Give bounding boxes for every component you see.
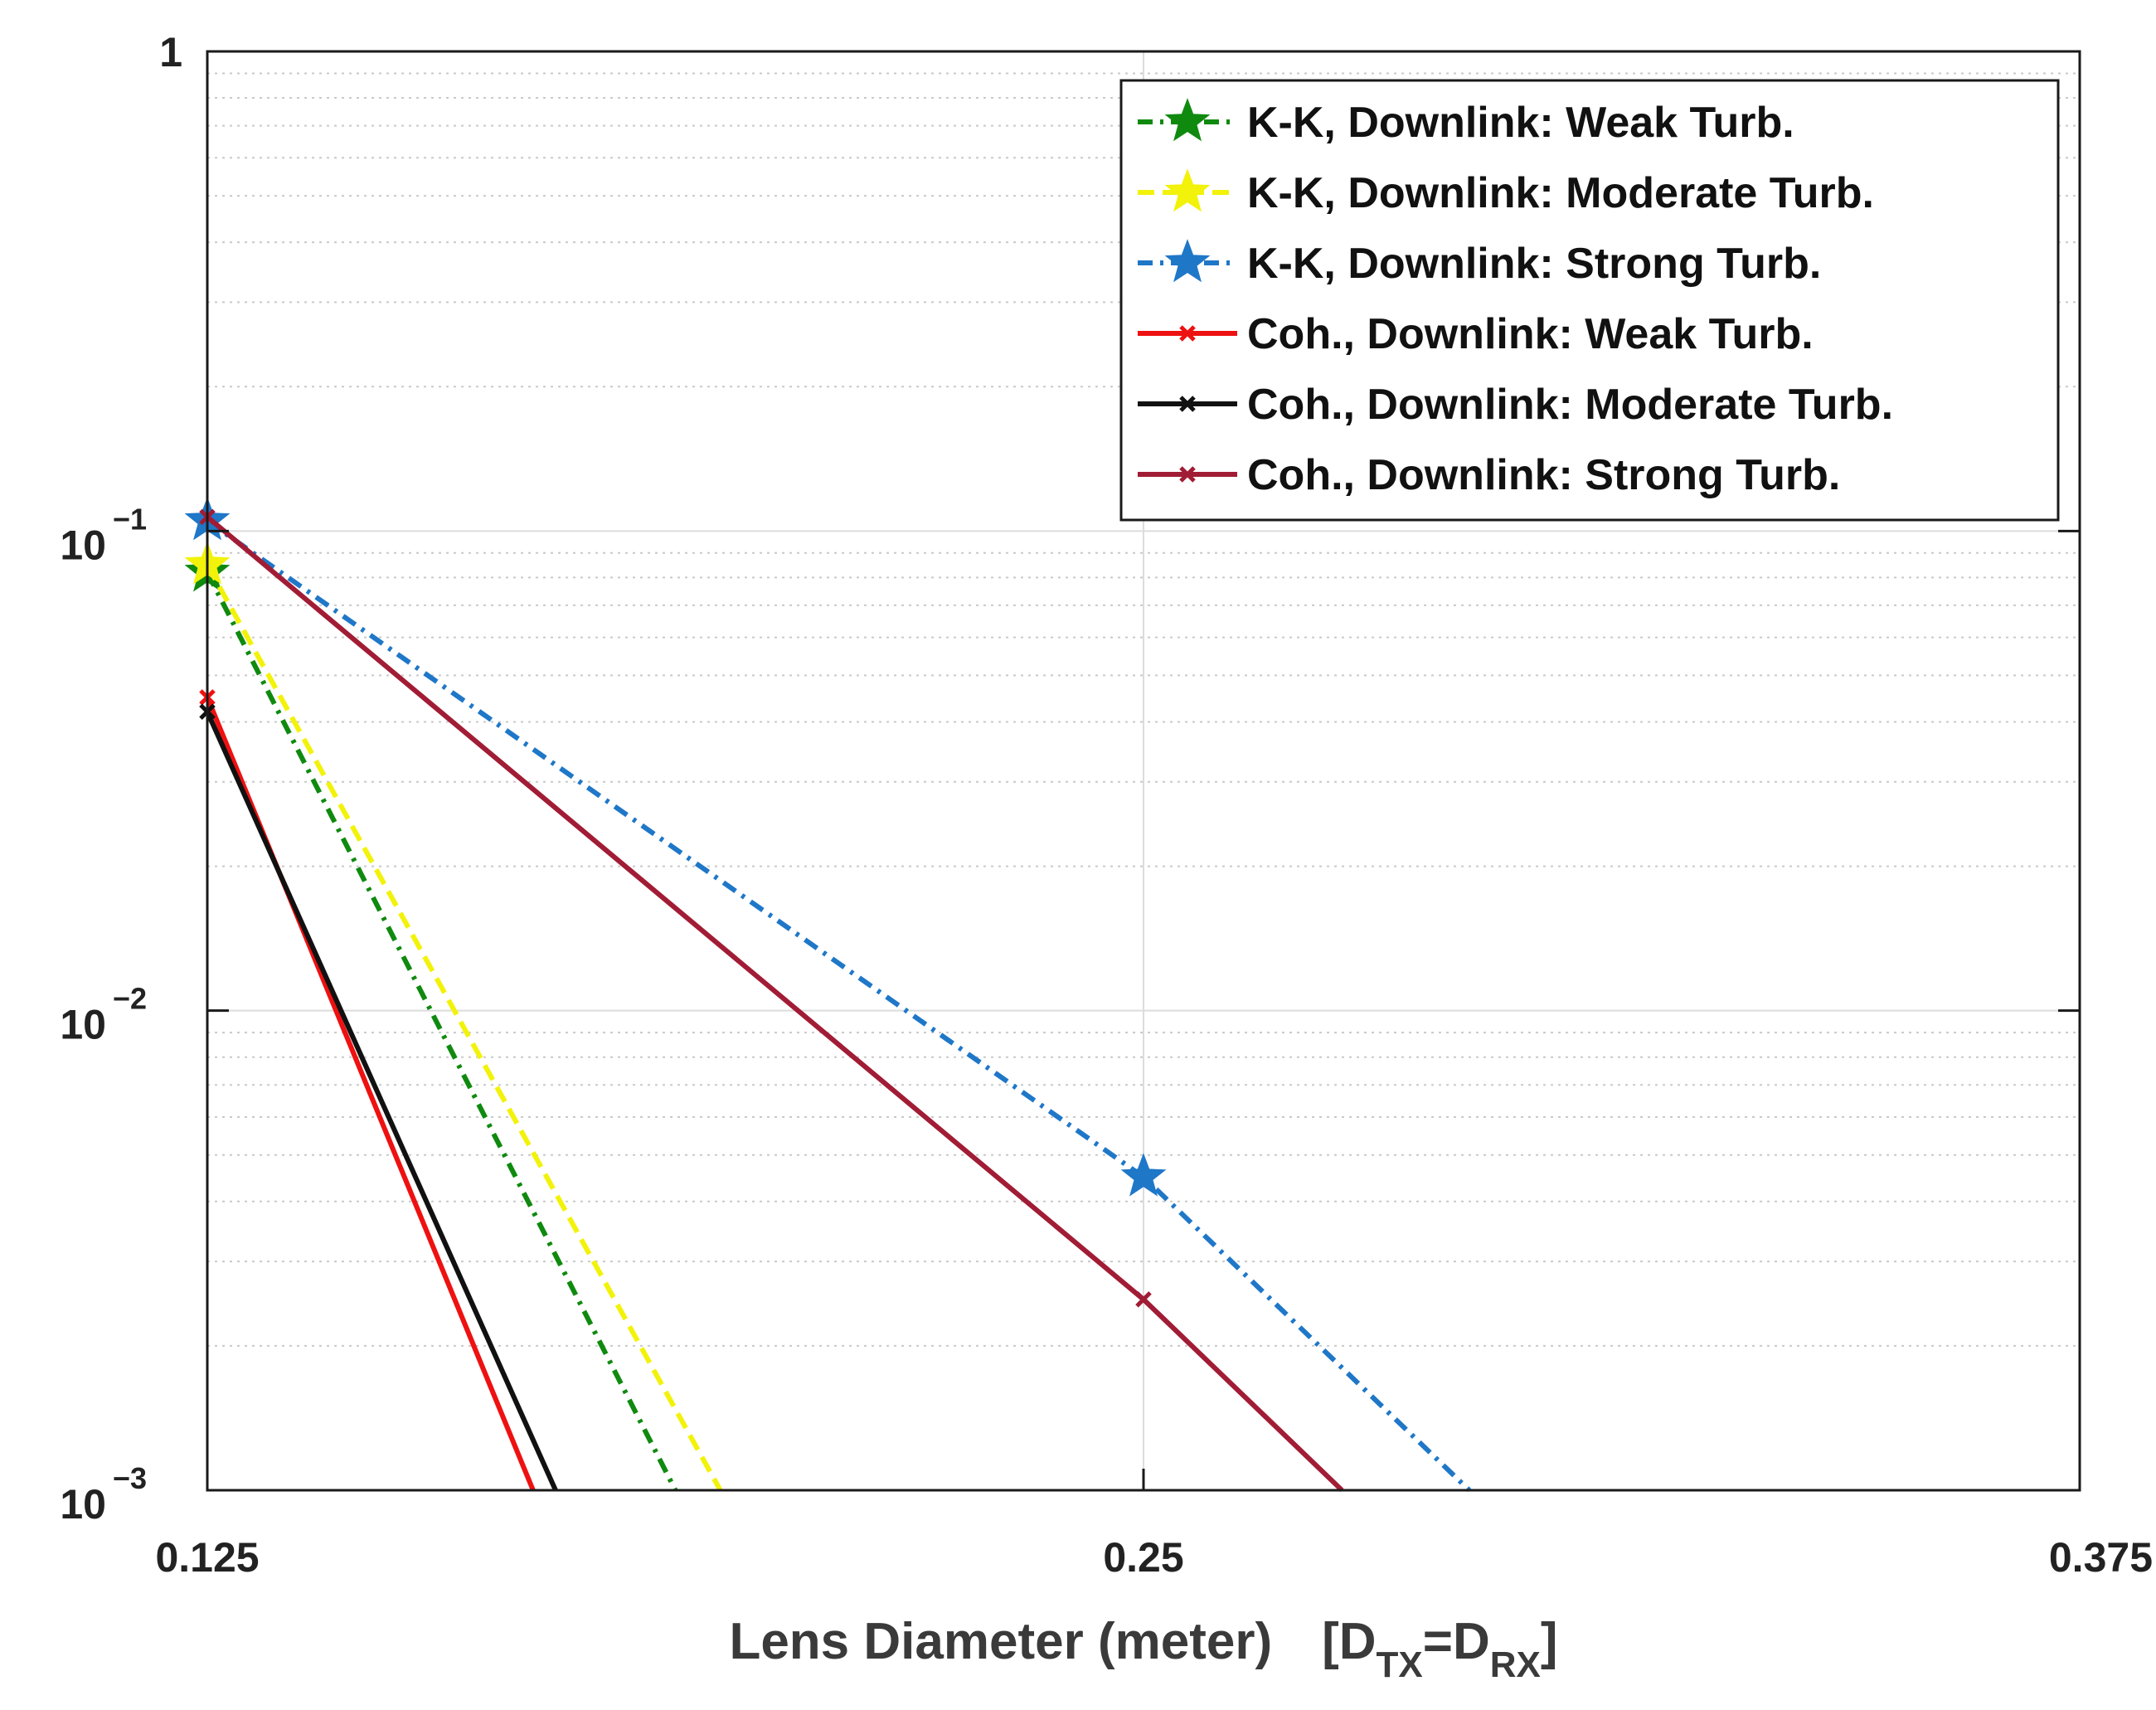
legend-label: Coh., Downlink: Strong Turb. bbox=[1247, 451, 1840, 499]
legend-label: K-K, Downlink: Strong Turb. bbox=[1247, 240, 1821, 288]
tick-marks bbox=[206, 50, 2081, 1492]
series-group bbox=[184, 497, 1471, 1493]
series-1 bbox=[184, 548, 678, 1492]
legend: K-K, Downlink: Weak Turb. K-K, Downlink: … bbox=[1119, 79, 2060, 522]
series-line bbox=[205, 710, 558, 1492]
series-marker-star bbox=[1120, 1153, 1167, 1197]
legend-label: Coh., Downlink: Moderate Turb. bbox=[1247, 381, 1893, 429]
y-tick-exponent: −3 bbox=[113, 1461, 147, 1495]
series-marker-x bbox=[1179, 466, 1196, 483]
series-marker-star bbox=[1164, 98, 1211, 142]
x-axis-title: Lens Diameter (meter) bbox=[729, 1613, 1272, 1670]
x-tick-label: 0.375 bbox=[2049, 1534, 2153, 1581]
series-3 bbox=[184, 497, 1471, 1493]
series-marker-star bbox=[1164, 239, 1211, 283]
x-axis-label: Lens Diameter (meter) [DTX=DRX] bbox=[729, 1613, 1557, 1685]
legend-label: K-K, Downlink: Weak Turb. bbox=[1247, 99, 1794, 147]
x-tick-label: 0.25 bbox=[1103, 1534, 1183, 1581]
x-axis-note-sub-rx: RX bbox=[1490, 1644, 1541, 1685]
series-marker-star bbox=[1164, 168, 1211, 212]
series-marker-x bbox=[1135, 1291, 1152, 1308]
series-marker-x bbox=[1179, 396, 1196, 412]
y-tick-label: 10 bbox=[60, 1481, 106, 1528]
x-axis-note-eq: =D bbox=[1423, 1613, 1490, 1670]
y-tick-label: 10 bbox=[60, 522, 106, 568]
x-axis-note-sub-tx: TX bbox=[1377, 1644, 1423, 1685]
x-tick-label: 0.125 bbox=[155, 1534, 259, 1581]
legend-entry: K-K, Downlink: Moderate Turb. bbox=[1138, 168, 1874, 217]
legend-entry: Coh., Downlink: Weak Turb. bbox=[1138, 310, 1814, 358]
legend-entry: Coh., Downlink: Moderate Turb. bbox=[1138, 381, 1893, 429]
legend-label: K-K, Downlink: Moderate Turb. bbox=[1247, 169, 1874, 217]
legend-label: Coh., Downlink: Weak Turb. bbox=[1247, 310, 1814, 358]
series-line bbox=[205, 563, 723, 1492]
y-tick-labels: 110−110−210−3 bbox=[60, 29, 182, 1528]
x-axis-note-open: [D bbox=[1322, 1613, 1376, 1670]
legend-entry: K-K, Downlink: Strong Turb. bbox=[1138, 239, 1821, 288]
series-6 bbox=[199, 508, 1344, 1493]
legend-entry: Coh., Downlink: Strong Turb. bbox=[1138, 451, 1840, 499]
series-line bbox=[206, 514, 1344, 1493]
series-line bbox=[206, 518, 1471, 1493]
x-tick-labels: 0.125 0.25 0.375 bbox=[155, 1534, 2153, 1581]
legend-entry: K-K, Downlink: Weak Turb. bbox=[1138, 98, 1794, 147]
y-tick-exponent: −2 bbox=[113, 982, 147, 1016]
series-line bbox=[205, 571, 678, 1492]
series-2 bbox=[184, 541, 723, 1492]
series-marker-x bbox=[1179, 325, 1196, 342]
legend-box bbox=[1119, 79, 2060, 522]
x-axis-note-close: ] bbox=[1541, 1613, 1558, 1670]
y-tick-label: 1 bbox=[159, 29, 182, 75]
y-tick-label: 10 bbox=[60, 1002, 106, 1048]
y-tick-exponent: −1 bbox=[113, 502, 147, 536]
